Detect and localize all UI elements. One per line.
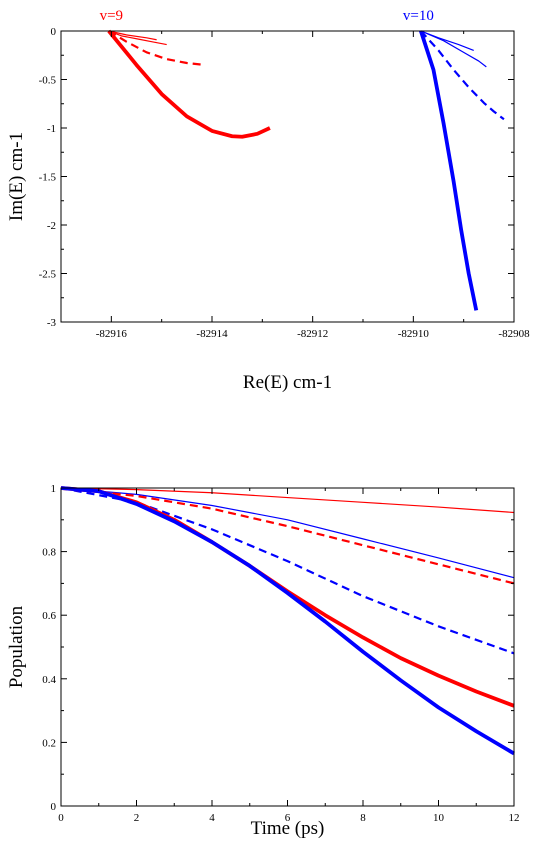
plot-frame — [60, 30, 515, 323]
series-line — [108, 30, 167, 46]
plot-frame — [60, 487, 515, 807]
x-tick-label: -82910 — [398, 328, 430, 340]
y-axis-title: Population — [6, 605, 27, 688]
complex-energy-plot: -82916 -82914 -82912 -82910 -82908 0 -0.5 -1 -1.… — [6, 8, 530, 393]
annotation-label: v=10 — [403, 8, 434, 24]
x-tick-label: -82912 — [297, 328, 328, 340]
y-tick-label: 1 — [51, 483, 57, 495]
x-tick-label: 6 — [285, 812, 291, 824]
population-plot: 0 2 4 6 8 10 12 0 0.2 0.4 0.6 0.8 1 Time (ps) Populati… — [6, 483, 520, 839]
x-tick-label: 4 — [209, 812, 215, 824]
x-tick-label: 8 — [360, 812, 366, 824]
series-line — [108, 30, 157, 41]
series-line — [420, 30, 505, 121]
series-line — [60, 486, 515, 708]
x-tick-label: 10 — [433, 812, 445, 824]
x-axis-title: Re(E) cm-1 — [243, 372, 332, 393]
series-line — [60, 486, 515, 756]
x-tick-label: 0 — [58, 812, 64, 824]
y-tick-label: 0.6 — [42, 610, 56, 622]
x-tick-label: 12 — [509, 812, 520, 824]
series-line — [420, 30, 487, 68]
series-line — [419, 30, 479, 311]
x-tick-label: -82916 — [96, 328, 128, 340]
y-tick-label: 0.4 — [42, 674, 56, 686]
series-line — [60, 486, 515, 655]
y-tick-label: -1.5 — [39, 172, 57, 184]
y-tick-label: 0.2 — [42, 737, 56, 749]
series-line — [108, 30, 205, 67]
series-line — [60, 487, 515, 579]
y-tick-label: 0.8 — [42, 547, 56, 559]
y-tick-label: -2 — [47, 220, 56, 232]
y-tick-label: -0.5 — [39, 75, 57, 87]
x-tick-label: -82908 — [498, 328, 530, 340]
y-tick-label: -2.5 — [39, 269, 57, 281]
x-axis-title: Time (ps) — [251, 818, 325, 839]
y-tick-label: 0 — [51, 801, 57, 813]
x-tick-label: 2 — [134, 812, 140, 824]
y-tick-label: -1 — [47, 123, 56, 135]
series-line — [107, 29, 271, 139]
annotation-label: v=9 — [100, 8, 123, 24]
x-tick-label: -82914 — [196, 328, 228, 340]
y-axis-title: Im(E) cm-1 — [6, 132, 27, 221]
y-tick-label: 0 — [51, 26, 57, 38]
y-tick-label: -3 — [47, 317, 57, 329]
